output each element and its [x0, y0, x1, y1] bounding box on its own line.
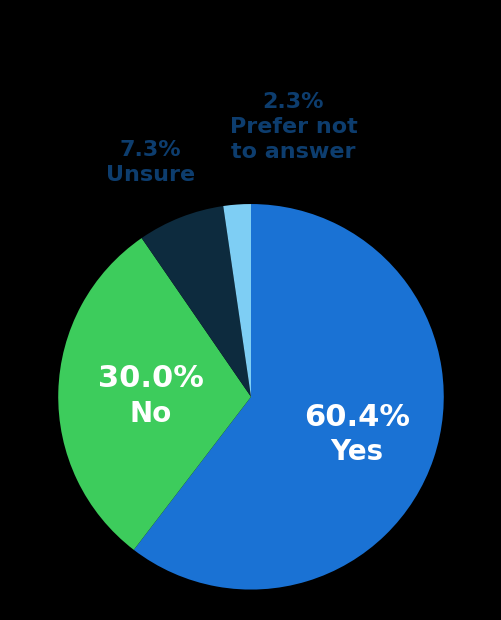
Text: Yes: Yes: [330, 438, 383, 466]
Text: 2.3%
Prefer not
to answer: 2.3% Prefer not to answer: [229, 92, 357, 162]
Wedge shape: [141, 206, 250, 397]
Wedge shape: [58, 238, 250, 550]
Text: 60.4%: 60.4%: [303, 403, 409, 432]
Wedge shape: [134, 204, 443, 590]
Text: No: No: [129, 399, 171, 428]
Text: 7.3%
Unsure: 7.3% Unsure: [106, 140, 195, 185]
Wedge shape: [223, 204, 250, 397]
Text: 30.0%: 30.0%: [98, 365, 203, 393]
